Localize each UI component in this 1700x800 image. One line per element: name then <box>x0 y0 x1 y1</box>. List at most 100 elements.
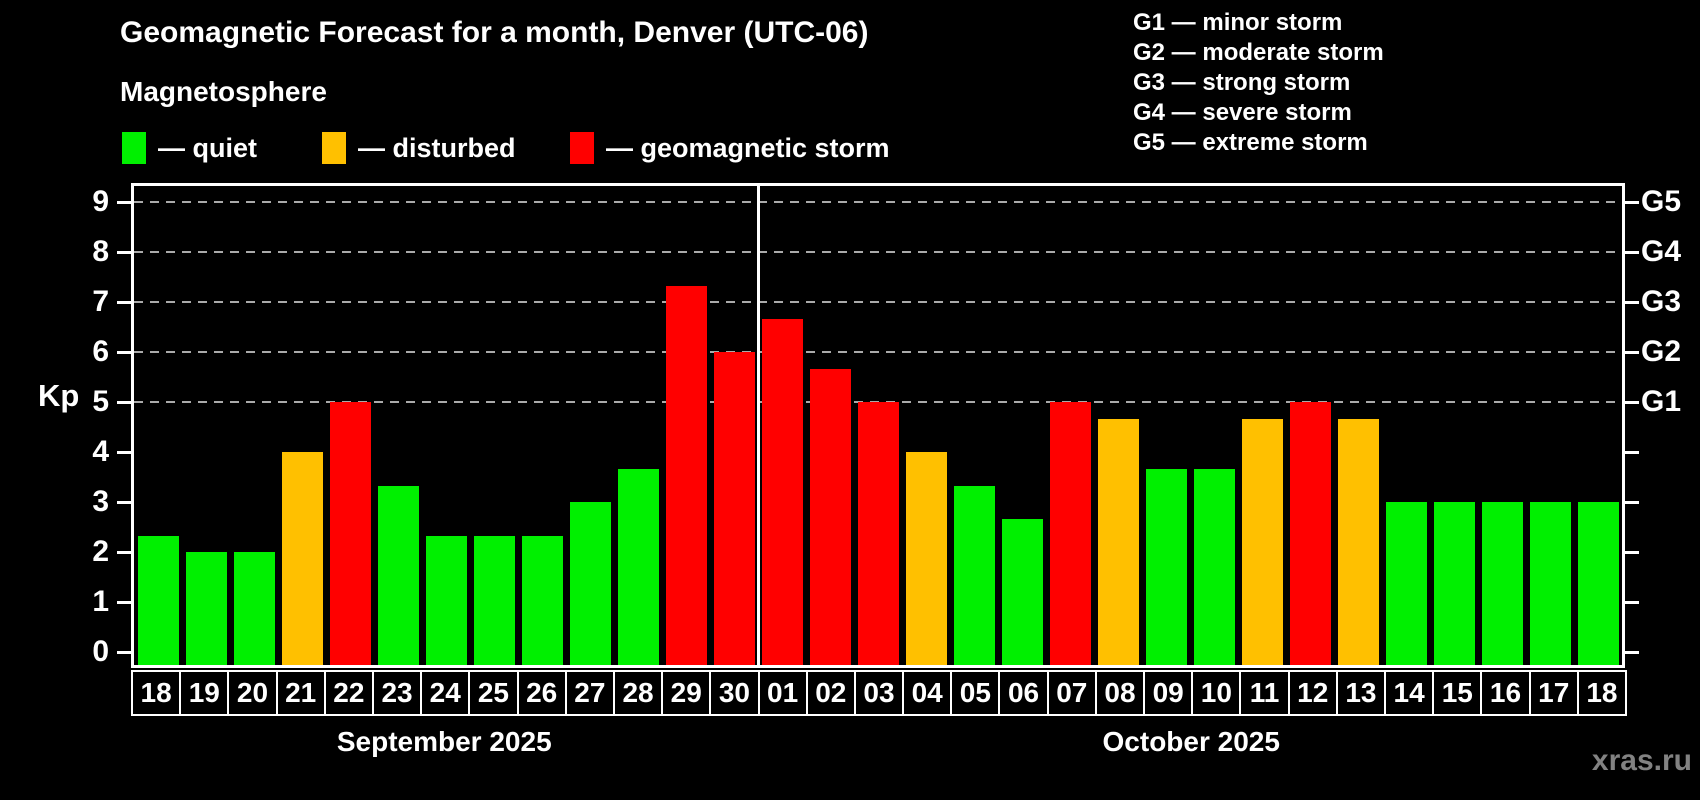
kp-bar-19 <box>185 552 227 665</box>
day-cell-15: 15 <box>1432 670 1483 716</box>
y-axis-tick-8 <box>117 250 131 254</box>
y-tick-label-2: 2 <box>92 535 109 568</box>
quiet-legend-label: — quiet <box>158 132 257 163</box>
g4-legend-line: G4 — severe storm <box>1133 99 1352 126</box>
kp-bar-06 <box>1001 518 1043 665</box>
kp-bar-10 <box>1193 468 1235 665</box>
g1-legend-line: G1 — minor storm <box>1133 9 1343 36</box>
gridline-kp8 <box>134 251 1622 253</box>
g-axis-label-G5: G5 <box>1641 185 1682 218</box>
watermark: xras.ru <box>1591 744 1692 777</box>
day-cell-24: 24 <box>420 670 471 716</box>
y-axis-tick-0 <box>117 650 131 654</box>
y-axis-tick-3 <box>117 500 131 504</box>
storm-color-swatch <box>570 132 594 164</box>
day-cell-04: 04 <box>902 670 953 716</box>
disturbed-legend-label: — disturbed <box>358 132 516 163</box>
kp-bar-03 <box>857 402 899 665</box>
kp-bar-22 <box>329 402 371 665</box>
y-tick-label-5: 5 <box>92 385 109 418</box>
day-cell-18: 18 <box>1576 670 1627 716</box>
kp-bar-27 <box>569 502 611 665</box>
day-cell-16: 16 <box>1480 670 1531 716</box>
g2-legend-line: G2 — moderate storm <box>1133 39 1384 66</box>
right-axis-tick-3 <box>1625 500 1639 504</box>
day-cell-10: 10 <box>1191 670 1242 716</box>
day-cell-03: 03 <box>853 670 905 716</box>
day-cell-25: 25 <box>468 670 519 716</box>
kp-bar-18 <box>1577 502 1619 665</box>
storm-legend-label: — geomagnetic storm <box>606 132 890 163</box>
kp-bar-05 <box>953 485 995 665</box>
day-cell-29: 29 <box>661 670 712 716</box>
day-cell-28: 28 <box>612 670 664 716</box>
day-cell-19: 19 <box>179 670 230 716</box>
kp-bar-18 <box>137 535 179 665</box>
day-cell-08: 08 <box>1094 670 1146 716</box>
kp-bar-24 <box>425 535 467 665</box>
y-tick-label-0: 0 <box>92 635 109 668</box>
g5-legend-line: G5 — extreme storm <box>1133 129 1368 156</box>
kp-bar-29 <box>665 285 707 665</box>
kp-bar-28 <box>617 468 659 665</box>
y-tick-label-8: 8 <box>92 235 109 268</box>
kp-bar-23 <box>377 485 419 665</box>
kp-bar-26 <box>521 535 563 665</box>
y-tick-label-9: 9 <box>92 185 109 218</box>
quiet-color-swatch <box>122 132 146 164</box>
g-axis-label-G1: G1 <box>1641 385 1682 418</box>
gridline-kp9 <box>134 201 1622 203</box>
month-label: September 2025 <box>336 726 552 757</box>
y-tick-label-7: 7 <box>92 285 109 318</box>
magnetosphere-label: Magnetosphere <box>120 76 327 107</box>
day-cell-18: 18 <box>131 670 182 716</box>
kp-bar-25 <box>473 535 515 665</box>
kp-bar-13 <box>1337 418 1379 665</box>
right-axis-tick-7 <box>1625 300 1639 304</box>
legend-item-quiet: — quiet <box>122 130 257 166</box>
y-tick-label-4: 4 <box>92 435 109 468</box>
y-axis-label: Kp <box>38 378 80 413</box>
kp-bar-17 <box>1529 502 1571 665</box>
kp-bar-08 <box>1097 418 1139 665</box>
y-axis-tick-7 <box>117 300 131 304</box>
y-axis-tick-4 <box>117 450 131 454</box>
kp-bar-09 <box>1145 468 1187 665</box>
day-cell-17: 17 <box>1528 670 1579 716</box>
legend-item-storm: — geomagnetic storm <box>570 130 890 166</box>
day-cell-27: 27 <box>564 670 615 716</box>
kp-bar-07 <box>1049 402 1091 665</box>
y-tick-label-3: 3 <box>92 485 109 518</box>
y-axis-tick-5 <box>117 400 131 404</box>
kp-bar-30 <box>713 352 755 665</box>
g3-legend-line: G3 — strong storm <box>1133 69 1351 96</box>
kp-bar-12 <box>1289 402 1331 665</box>
right-axis-tick-6 <box>1625 350 1639 354</box>
kp-bar-20 <box>233 552 275 665</box>
day-cell-26: 26 <box>516 670 567 716</box>
right-axis-tick-8 <box>1625 250 1639 254</box>
kp-bar-16 <box>1481 502 1523 665</box>
right-axis-tick-5 <box>1625 400 1639 404</box>
g-scale-legend: G1 — minor storm G2 — moderate storm G3 … <box>1133 8 1384 158</box>
y-tick-label-1: 1 <box>92 585 109 618</box>
day-cell-01: 01 <box>757 670 808 716</box>
day-cell-20: 20 <box>227 670 278 716</box>
day-cell-14: 14 <box>1384 670 1435 716</box>
day-cell-09: 09 <box>1143 670 1194 716</box>
y-axis-tick-2 <box>117 550 131 554</box>
kp-bar-02 <box>809 368 851 665</box>
kp-bar-21 <box>281 452 323 665</box>
legend-item-disturbed: — disturbed <box>322 130 516 166</box>
gridline-kp6 <box>134 351 1622 353</box>
day-cell-13: 13 <box>1335 670 1387 716</box>
y-tick-label-6: 6 <box>92 335 109 368</box>
g-axis-label-G3: G3 <box>1641 285 1682 318</box>
right-axis-tick-4 <box>1625 450 1639 454</box>
y-axis-tick-9 <box>117 200 131 204</box>
disturbed-color-swatch <box>322 132 346 164</box>
day-cell-06: 06 <box>998 670 1049 716</box>
day-cell-12: 12 <box>1287 670 1338 716</box>
chart-title: Geomagnetic Forecast for a month, Denver… <box>120 16 869 49</box>
day-cell-22: 22 <box>323 670 374 716</box>
